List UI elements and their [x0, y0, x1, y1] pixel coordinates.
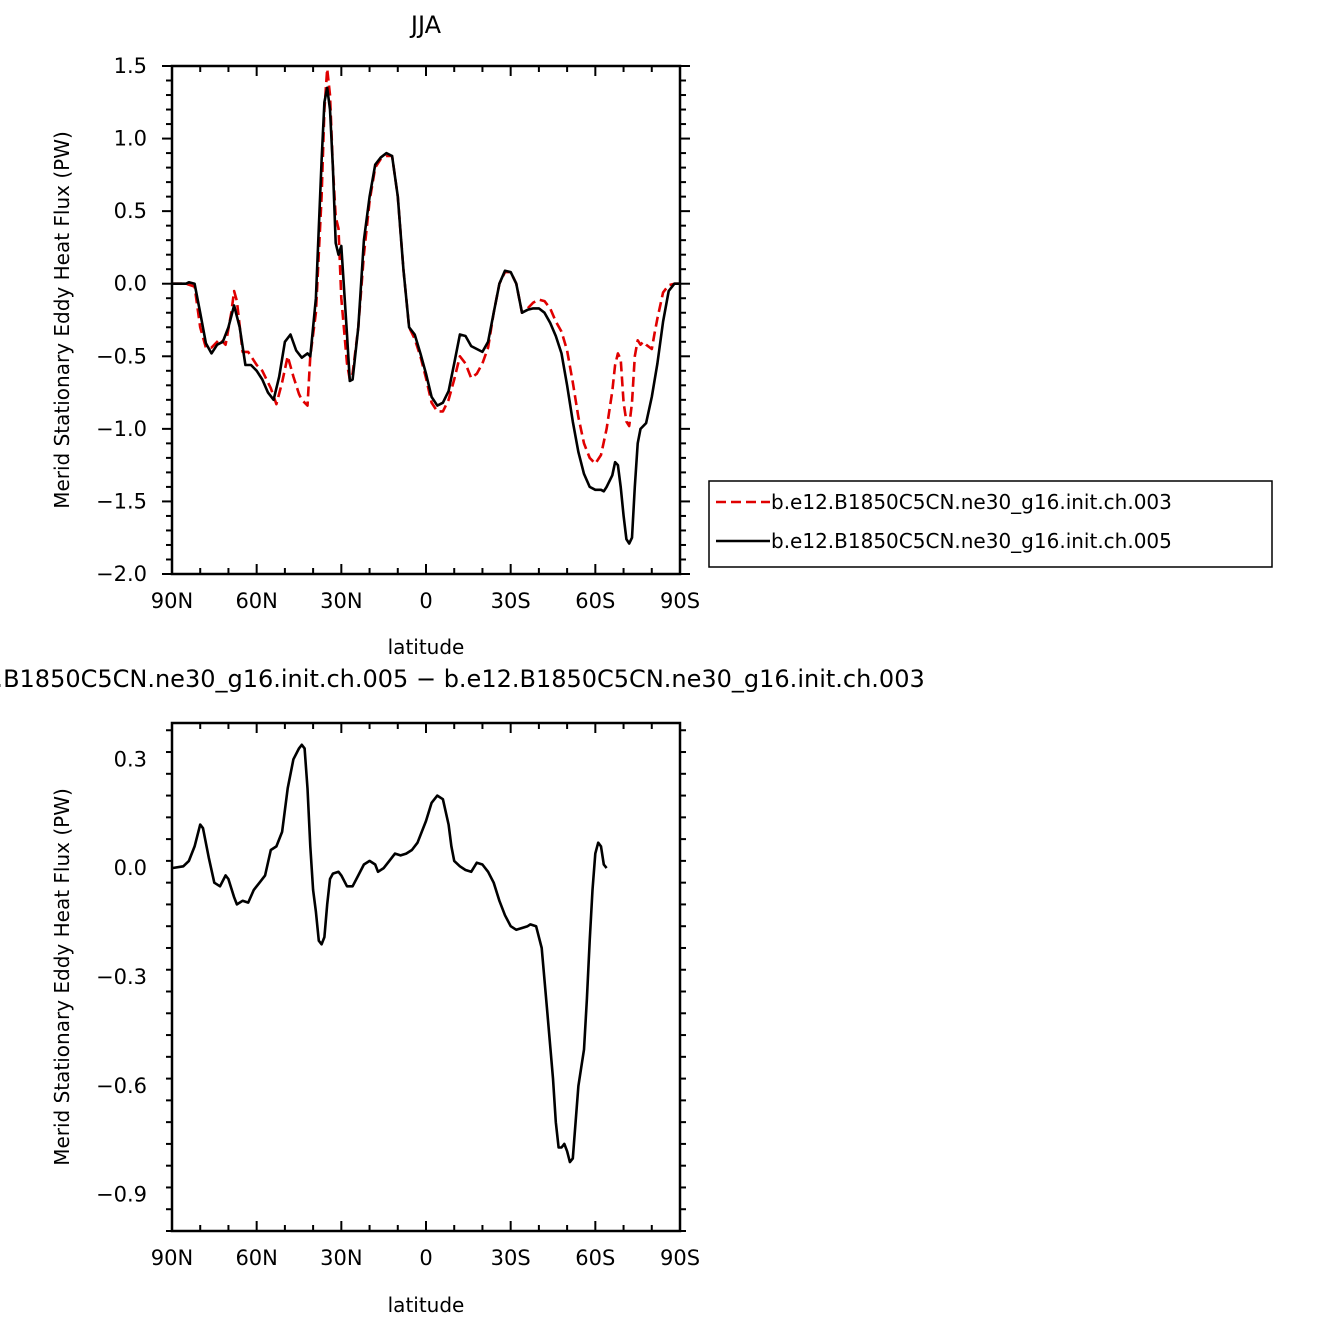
tick-labels: 90N 60N 30N 0 30S 60S 90S 1.5 1.0 0.5 0.0 −0.5 −1.0 −… — [96, 54, 700, 613]
y-tick-label: −0.3 — [96, 965, 147, 989]
plot-frame — [170, 721, 682, 1233]
plot-frame — [170, 64, 682, 576]
chart-title: b.e12.B1850C5CN.ne30_g16.init.ch.005 − b… — [0, 665, 925, 693]
x-tick-label: 30S — [491, 1246, 531, 1270]
bottom-panel: b.e12.B1850C5CN.ne30_g16.init.ch.005 − b… — [0, 665, 925, 1317]
top-panel: JJA 90N 60N 30N 0 30S 60S 90S 1.5 1.0 0.5 0.0 −0.5 −… — [50, 11, 1273, 659]
x-axis-label: latitude — [388, 635, 465, 659]
x-tick-label: 30N — [320, 1246, 362, 1270]
y-tick-label: −1.0 — [96, 417, 147, 441]
y-tick-label: −1.5 — [96, 489, 147, 513]
legend-label-005: b.e12.B1850C5CN.ne30_g16.init.ch.005 — [771, 529, 1172, 553]
tick-marks — [162, 65, 690, 575]
y-tick-label: −0.9 — [96, 1183, 147, 1207]
y-axis-label: Merid Stationary Eddy Heat Flux (PW) — [50, 131, 74, 509]
series-line-1 — [172, 86, 680, 545]
y-tick-label: −0.5 — [96, 344, 147, 368]
x-tick-label: 90N — [151, 589, 193, 613]
y-tick-label: 1.5 — [114, 54, 147, 78]
series-lines — [171, 743, 608, 1164]
legend-label-003: b.e12.B1850C5CN.ne30_g16.init.ch.003 — [771, 490, 1172, 514]
series-lines — [172, 67, 680, 545]
tick-labels: 90N 60N 30N 0 30S 60S 90S 0.3 0.0 −0.3 −0.6 −0.9 — [96, 747, 700, 1270]
y-tick-label: 0.3 — [114, 747, 147, 771]
series-line-0 — [172, 67, 680, 466]
chart-title: JJA — [409, 11, 442, 39]
x-tick-label: 90N — [151, 1246, 193, 1270]
y-tick-label: −0.6 — [96, 1074, 147, 1098]
y-tick-label: 0.0 — [114, 856, 147, 880]
x-tick-label: 0 — [419, 589, 432, 613]
legend-box — [708, 480, 1273, 568]
x-tick-label: 30S — [491, 589, 531, 613]
series-line-0 — [171, 743, 608, 1164]
y-tick-label: 0.0 — [114, 272, 147, 296]
x-tick-label: 60S — [575, 589, 615, 613]
x-tick-label: 90S — [660, 589, 700, 613]
legend: b.e12.B1850C5CN.ne30_g16.init.ch.003 b.e… — [708, 480, 1273, 568]
y-axis-label: Merid Stationary Eddy Heat Flux (PW) — [50, 788, 74, 1166]
x-tick-label: 90S — [660, 1246, 700, 1270]
y-tick-label: 0.5 — [114, 199, 147, 223]
tick-marks — [166, 723, 686, 1232]
x-tick-label: 60N — [235, 1246, 277, 1270]
y-tick-label: 1.0 — [114, 127, 147, 151]
x-tick-label: 60S — [575, 1246, 615, 1270]
x-axis-label: latitude — [388, 1293, 465, 1317]
x-tick-label: 0 — [419, 1246, 432, 1270]
y-tick-label: −2.0 — [96, 562, 147, 586]
x-tick-label: 30N — [320, 589, 362, 613]
x-tick-label: 60N — [235, 589, 277, 613]
